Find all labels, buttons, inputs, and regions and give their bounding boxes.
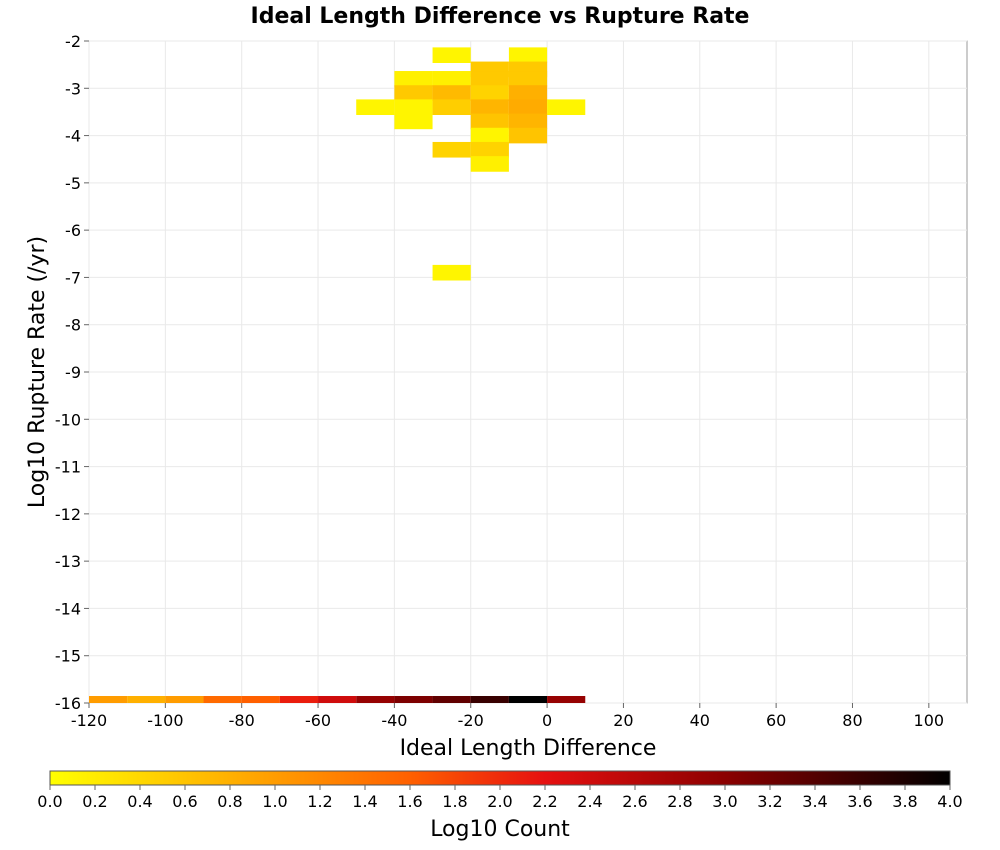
- heatmap-cell: [432, 85, 471, 101]
- colorbar-tick-label: 0.0: [37, 792, 62, 811]
- colorbar-tick-label: 0.6: [172, 792, 197, 811]
- colorbar-tick-label: 3.8: [892, 792, 917, 811]
- x-tick-label: 40: [690, 711, 710, 730]
- y-tick-label: -15: [55, 647, 81, 666]
- heatmap-cell: [508, 85, 548, 101]
- y-tick-label: -3: [65, 79, 81, 98]
- heatmap-cell-bottom: [127, 696, 166, 703]
- heatmap-cell: [508, 113, 548, 130]
- y-tick-label: -5: [65, 174, 81, 193]
- heatmap-cell: [432, 99, 471, 116]
- colorbar-tick-label: 1.2: [307, 792, 332, 811]
- colorbar-tick-label: 2.4: [577, 792, 602, 811]
- colorbar-tick-label: 1.6: [397, 792, 422, 811]
- y-tick-label: -9: [65, 363, 81, 382]
- heatmap-cell-bottom: [89, 696, 128, 703]
- heatmap-cell: [508, 47, 548, 63]
- x-axis-ticks: -120 -100 -80 -60 -40 -20 0 20 40 60 80 100: [71, 703, 944, 730]
- heatmap-cell-bottom: [165, 696, 204, 703]
- heatmap-cell: [470, 156, 509, 172]
- heatmap-cell: [508, 71, 548, 87]
- heatmap-cell: [470, 127, 509, 144]
- heatmap-cell-bottom: [318, 696, 357, 703]
- heatmap-cell: [508, 127, 548, 144]
- heatmap-cell: [470, 99, 509, 116]
- heatmap-cell-bottom: [470, 696, 509, 703]
- colorbar-tick-label: 2.2: [532, 792, 557, 811]
- heatmap-cell: [394, 99, 433, 116]
- heatmap-cell-bottom: [432, 696, 471, 703]
- colorbar-tick-label: 1.0: [262, 792, 287, 811]
- y-tick-label: -14: [55, 599, 81, 618]
- y-axis-label: Log10 Rupture Rate (/yr): [25, 236, 50, 508]
- heatmap-cell-bottom: [356, 696, 395, 703]
- colorbar-tick-label: 1.8: [442, 792, 467, 811]
- x-tick-label: -100: [147, 711, 183, 730]
- y-tick-label: -13: [55, 552, 81, 571]
- colorbar-tick-label: 2.8: [667, 792, 692, 811]
- x-tick-label: -60: [305, 711, 331, 730]
- colorbar: [49, 770, 951, 786]
- heatmap-cell: [470, 141, 509, 158]
- heatmap-cell: [432, 141, 471, 158]
- heatmap-cell: [394, 85, 433, 101]
- y-tick-label: -12: [55, 505, 81, 524]
- colorbar-tick-label: 0.2: [82, 792, 107, 811]
- y-tick-label: -2: [65, 32, 81, 51]
- heatmap-cell-bottom: [241, 696, 280, 703]
- x-tick-label: -120: [71, 711, 107, 730]
- colorbar-tick-label: 3.2: [757, 792, 782, 811]
- heatmap-cell-bottom: [547, 696, 586, 703]
- colorbar-tick-label: 4.0: [937, 792, 962, 811]
- colorbar-tick-label: 0.4: [127, 792, 152, 811]
- y-tick-label: -4: [65, 127, 81, 146]
- colorbar-tick-label: 1.4: [352, 792, 377, 811]
- heatmap-cell-bottom: [203, 696, 242, 703]
- y-tick-label: -6: [65, 221, 81, 240]
- x-tick-label: -80: [229, 711, 255, 730]
- colorbar-tick-label: 0.8: [217, 792, 242, 811]
- heatmap-cell: [432, 47, 471, 63]
- heatmap-cell: [547, 99, 586, 116]
- grid-lines: [88, 40, 967, 704]
- heatmap-cell: [394, 71, 433, 87]
- heatmap-cell-bottom: [394, 696, 433, 703]
- heatmap-cell-bottom: [508, 696, 548, 703]
- heatmap-cell: [470, 85, 509, 101]
- x-tick-label: -40: [381, 711, 407, 730]
- colorbar-tick-label: 2.6: [622, 792, 647, 811]
- x-tick-label: 60: [766, 711, 786, 730]
- bottom-row-cells: [89, 696, 586, 703]
- x-tick-label: 100: [914, 711, 945, 730]
- x-tick-label: 20: [613, 711, 633, 730]
- y-tick-label: -7: [65, 268, 81, 287]
- y-axis-ticks: -2 -3 -4 -5 -6 -7 -8 -9 -10 -11 -12 -13 -14 -15 -16: [55, 32, 89, 713]
- colorbar-ticks: 0.0 0.2 0.4 0.6 0.8 1.0 1.2 1.4 1.6 1.8 2.0 2.2 2.4 2…: [37, 785, 963, 811]
- heatmap-cell: [508, 99, 548, 116]
- heatmap-cell: [394, 113, 433, 130]
- colorbar-label: Log10 Count: [430, 817, 570, 842]
- x-axis-label: Ideal Length Difference: [400, 736, 657, 761]
- y-tick-label: -16: [55, 694, 81, 713]
- y-tick-label: -11: [55, 458, 81, 477]
- colorbar-tick-label: 2.0: [487, 792, 512, 811]
- heatmap-cell-bottom: [279, 696, 319, 703]
- heatmap-cell: [432, 264, 471, 281]
- heatmap-cell: [356, 99, 395, 116]
- x-tick-label: 0: [542, 711, 552, 730]
- colorbar-tick-label: 3.4: [802, 792, 827, 811]
- chart-title: Ideal Length Difference vs Rupture Rate: [251, 4, 750, 29]
- heatmap-cells: [356, 47, 586, 281]
- y-tick-label: -10: [55, 410, 81, 429]
- colorbar-tick-label: 3.0: [712, 792, 737, 811]
- x-tick-label: -20: [458, 711, 484, 730]
- x-tick-label: 80: [842, 711, 862, 730]
- heatmap-cell: [432, 71, 471, 87]
- heatmap-cell: [470, 113, 509, 130]
- colorbar-tick-label: 3.6: [847, 792, 872, 811]
- heatmap-cell: [470, 71, 509, 87]
- y-tick-label: -8: [65, 316, 81, 335]
